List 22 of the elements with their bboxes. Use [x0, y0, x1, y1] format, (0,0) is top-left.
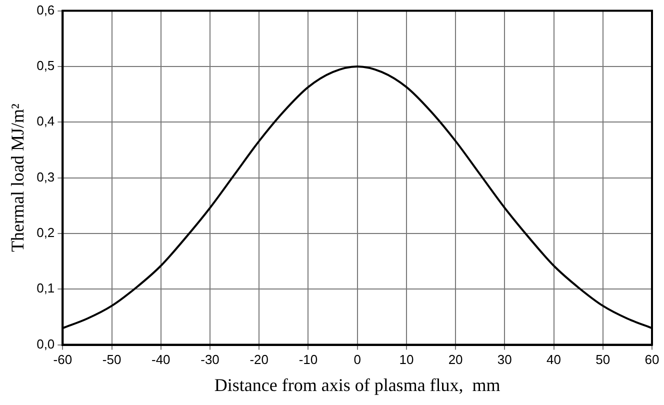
x-tick-label: -60 [53, 352, 72, 368]
y-tick-label: 0,2 [36, 225, 55, 240]
x-tick-label: -50 [102, 352, 122, 368]
x-tick-label: -30 [200, 352, 220, 368]
x-tick-label: -20 [250, 352, 269, 368]
y-tick-label: 0,6 [36, 2, 55, 18]
x-axis-title: Distance from axis of plasma flux, mm [214, 374, 500, 395]
x-tick-label: 30 [497, 352, 512, 368]
x-tick-label: 40 [546, 352, 562, 368]
x-tick-label: -40 [151, 352, 170, 368]
x-tick-label: 10 [399, 352, 414, 368]
y-axis-title: Thermal load MJ/m² [8, 104, 28, 252]
x-tick-label: 20 [448, 352, 463, 368]
y-tick-label: 0,0 [36, 336, 55, 352]
x-tick-label: 50 [596, 352, 610, 368]
y-tick-label: 0,3 [36, 169, 55, 184]
x-tick-label: 60 [644, 352, 660, 368]
x-tick-label: 0 [354, 352, 361, 368]
y-tick-label: 0,5 [36, 58, 55, 74]
y-tick-label: 0,4 [36, 114, 55, 129]
y-tick-label: 0,1 [36, 280, 55, 296]
x-tick-label: -10 [298, 352, 318, 368]
